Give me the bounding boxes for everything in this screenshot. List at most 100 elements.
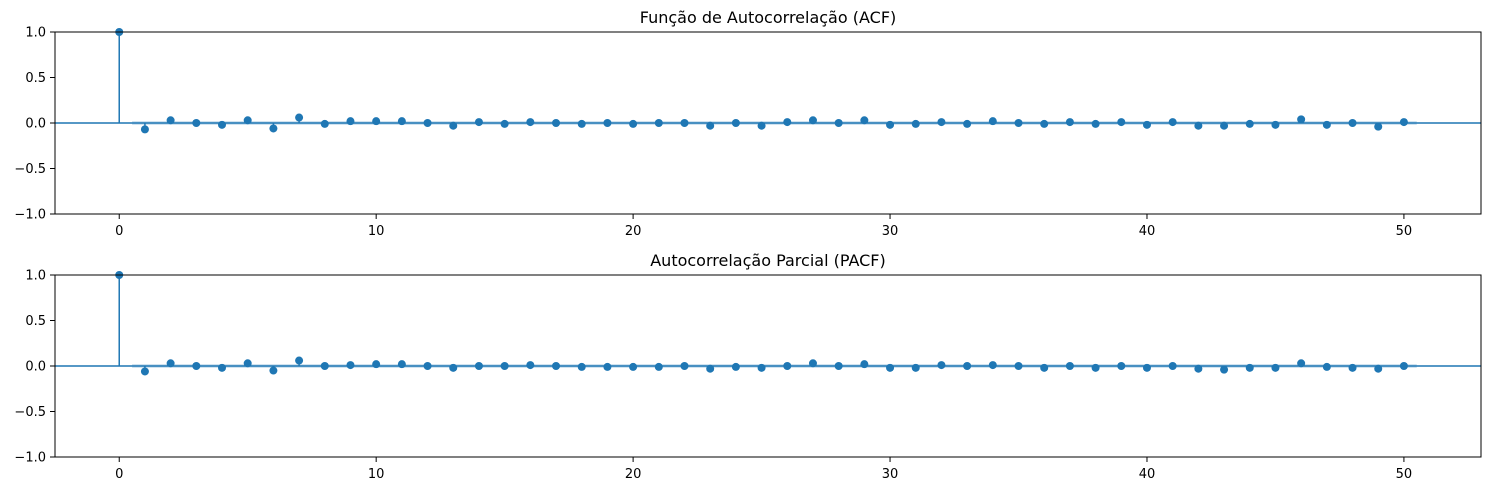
pacf-ytick-label-2: 0.0 [25, 360, 46, 375]
acf-point-lag-49 [1374, 122, 1383, 131]
pacf-point-lag-21 [654, 362, 663, 371]
pacf-point-lag-15 [500, 362, 509, 370]
acf-xtick-label-10: 10 [368, 224, 385, 239]
pacf-point-lag-19 [603, 362, 612, 371]
acf-point-lag-48 [1348, 119, 1357, 127]
acf-point-lag-7 [295, 113, 304, 122]
acf-point-lag-41 [1168, 118, 1177, 127]
pacf-point-lag-38 [1091, 363, 1100, 372]
pacf-point-lag-20 [629, 362, 638, 371]
pacf-point-lag-30 [886, 363, 895, 372]
pacf-point-lag-3 [192, 362, 201, 370]
pacf-point-lag-32 [937, 361, 946, 370]
acf-point-lag-10 [372, 117, 381, 126]
pacf-ytick-label-4: 1.0 [25, 269, 46, 284]
acf-xtick-label-40: 40 [1139, 224, 1156, 239]
acf-point-lag-11 [397, 117, 406, 126]
acf-point-lag-44 [1245, 119, 1254, 128]
pacf-point-lag-6 [269, 366, 278, 375]
acf-point-lag-42 [1194, 121, 1203, 130]
acf-point-lag-16 [526, 118, 535, 127]
acf-point-lag-14 [474, 118, 483, 127]
acf-point-lag-45 [1271, 120, 1280, 129]
acf-point-lag-17 [552, 119, 561, 127]
pacf-point-lag-27 [808, 359, 817, 368]
acf-ytick-label-4: 1.0 [25, 26, 46, 41]
acf-point-lag-9 [346, 117, 355, 126]
acf-point-lag-38 [1091, 119, 1100, 128]
acf-point-lag-4 [218, 120, 227, 129]
pacf-point-lag-43 [1220, 365, 1229, 374]
pacf-point-lag-46 [1297, 359, 1306, 368]
acf-point-lag-23 [706, 121, 715, 130]
pacf-xtick-label-30: 30 [882, 467, 899, 482]
acf-point-lag-47 [1322, 120, 1331, 129]
acf-point-lag-46 [1297, 115, 1306, 124]
pacf-point-lag-22 [680, 362, 689, 370]
pacf-point-lag-35 [1014, 362, 1023, 370]
pacf-point-lag-36 [1040, 363, 1049, 372]
pacf-chart: Autocorrelação Parcial (PACF) 0 10 20 30 40 50… [14, 251, 1482, 482]
pacf-point-lag-9 [346, 361, 355, 370]
pacf-point-lag-16 [526, 361, 535, 370]
acf-point-lag-40 [1142, 120, 1151, 129]
pacf-point-lag-24 [731, 362, 740, 371]
acf-point-lag-12 [423, 119, 432, 127]
pacf-point-lag-26 [783, 362, 792, 370]
pacf-point-lag-47 [1322, 362, 1331, 371]
acf-point-lag-24 [731, 119, 740, 127]
acf-point-lag-13 [449, 121, 458, 130]
pacf-point-lag-14 [474, 362, 483, 370]
pacf-point-lag-12 [423, 362, 432, 370]
pacf-point-lag-44 [1245, 363, 1254, 372]
pacf-xtick-label-10: 10 [368, 467, 385, 482]
acf-point-lag-6 [269, 124, 278, 133]
pacf-xtick-label-40: 40 [1139, 467, 1156, 482]
pacf-point-lag-10 [372, 360, 381, 369]
acf-point-lag-1 [140, 125, 149, 134]
pacf-point-lag-4 [218, 363, 227, 372]
acf-point-lag-25 [757, 121, 766, 130]
pacf-point-lag-42 [1194, 364, 1203, 373]
acf-point-lag-22 [680, 119, 689, 127]
acf-point-lag-20 [629, 119, 638, 128]
pacf-xtick-label-20: 20 [625, 467, 642, 482]
pacf-point-lag-31 [911, 363, 920, 372]
pacf-point-lag-25 [757, 363, 766, 372]
pacf-point-lag-23 [706, 364, 715, 373]
acf-point-lag-35 [1014, 119, 1023, 127]
acf-point-lag-43 [1220, 121, 1229, 130]
acf-xtick-label-50: 50 [1396, 224, 1413, 239]
acf-point-lag-29 [860, 116, 869, 125]
pacf-ytick-label-3: 0.5 [25, 314, 46, 329]
pacf-point-lag-50 [1399, 362, 1408, 370]
pacf-point-lag-8 [320, 362, 329, 370]
acf-point-lag-27 [808, 116, 817, 125]
acf-point-lag-3 [192, 119, 201, 127]
pacf-point-lag-18 [577, 362, 586, 371]
pacf-point-lag-13 [449, 363, 458, 372]
acf-point-lag-5 [243, 116, 252, 125]
acf-ytick-label-0: −1.0 [14, 208, 46, 223]
acf-xtick-label-0: 0 [115, 224, 123, 239]
pacf-point-lag-11 [397, 360, 406, 369]
acf-point-lag-30 [886, 120, 895, 129]
pacf-point-lag-49 [1374, 364, 1383, 373]
acf-point-lag-26 [783, 118, 792, 127]
pacf-point-lag-40 [1142, 363, 1151, 372]
acf-xtick-label-20: 20 [625, 224, 642, 239]
acf-ytick-label-3: 0.5 [25, 71, 46, 86]
pacf-xtick-label-50: 50 [1396, 467, 1413, 482]
acf-point-lag-18 [577, 119, 586, 128]
acf-title: Função de Autocorrelação (ACF) [640, 8, 897, 27]
pacf-point-lag-7 [295, 356, 304, 365]
acf-point-lag-34 [988, 117, 997, 126]
acf-point-lag-2 [166, 116, 175, 125]
pacf-point-lag-34 [988, 361, 997, 370]
pacf-ytick-label-1: −0.5 [14, 405, 46, 420]
pacf-point-lag-29 [860, 360, 869, 369]
pacf-point-lag-5 [243, 359, 252, 368]
acf-point-lag-8 [320, 119, 329, 128]
pacf-point-lag-37 [1065, 362, 1074, 370]
